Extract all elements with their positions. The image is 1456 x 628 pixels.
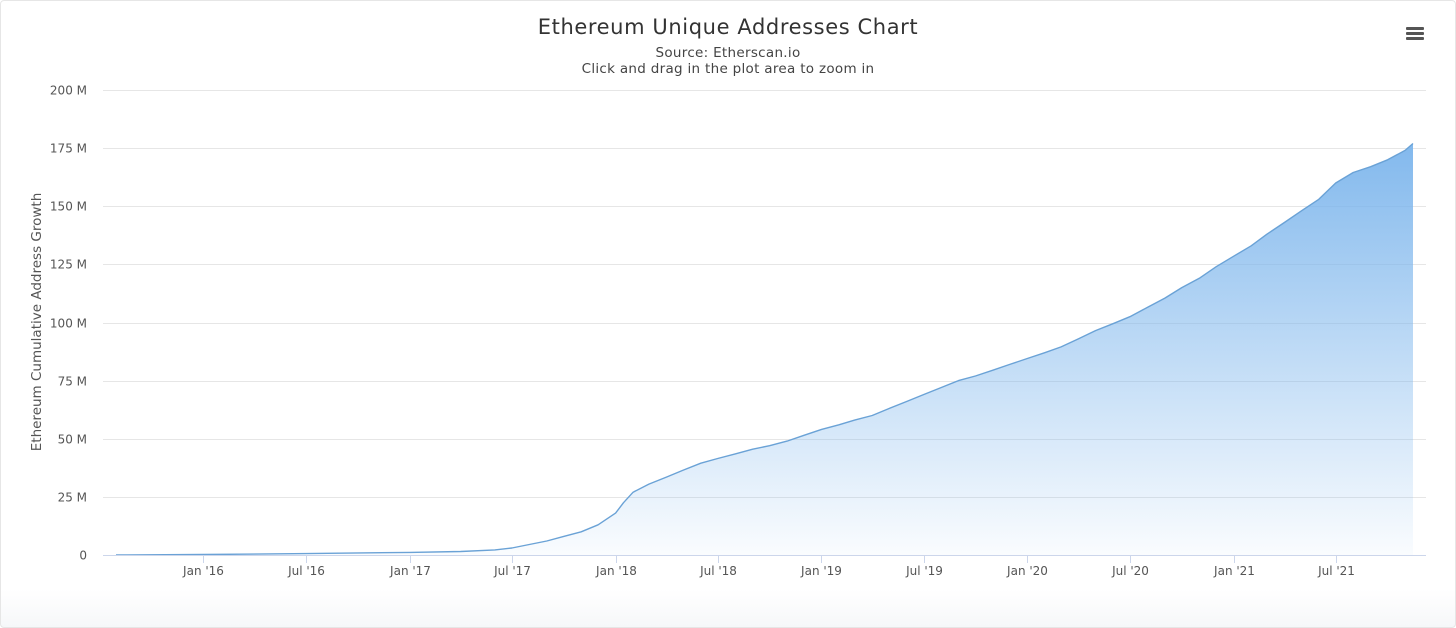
data-point[interactable] <box>1147 307 1148 308</box>
data-point[interactable] <box>804 435 805 436</box>
data-point[interactable] <box>1129 316 1130 317</box>
data-point[interactable] <box>409 552 410 553</box>
data-point[interactable] <box>975 376 976 377</box>
data-point[interactable] <box>717 458 718 459</box>
x-tick-label: Jul '17 <box>493 564 531 578</box>
data-point[interactable] <box>906 401 907 402</box>
data-point[interactable] <box>735 453 736 454</box>
data-point[interactable] <box>941 387 942 388</box>
data-point[interactable] <box>1113 323 1114 324</box>
y-axis: 0 25 M 50 M 75 M 100 M 125 M 150 M 175 M 200 M <box>50 84 87 563</box>
data-point[interactable] <box>1181 287 1182 288</box>
y-tick-label: 150 M <box>50 200 87 214</box>
y-tick-label: 75 M <box>58 375 87 389</box>
data-point[interactable] <box>752 449 753 450</box>
data-point[interactable] <box>1387 159 1388 160</box>
x-tick-label: Jan '17 <box>389 564 431 578</box>
data-point[interactable] <box>633 492 634 493</box>
data-point[interactable] <box>1164 298 1165 299</box>
data-point[interactable] <box>598 524 599 525</box>
y-tick-label: 50 M <box>58 433 87 447</box>
y-tick-label: 200 M <box>50 84 87 98</box>
data-point[interactable] <box>872 415 873 416</box>
x-tick-label: Jul '19 <box>905 564 943 578</box>
x-tick-label: Jan '16 <box>182 564 224 578</box>
data-point[interactable] <box>581 531 582 532</box>
data-point[interactable] <box>1251 245 1252 246</box>
data-point[interactable] <box>623 502 624 503</box>
data-point[interactable] <box>1370 166 1371 167</box>
data-point[interactable] <box>1009 364 1010 365</box>
x-tick-label: Jan '21 <box>1213 564 1255 578</box>
hamburger-menu-icon <box>1406 27 1424 30</box>
data-point[interactable] <box>1233 256 1234 257</box>
data-point[interactable] <box>683 470 684 471</box>
data-point[interactable] <box>460 551 461 552</box>
data-point[interactable] <box>1266 234 1267 235</box>
data-point[interactable] <box>838 424 839 425</box>
data-point[interactable] <box>992 370 993 371</box>
data-point[interactable] <box>1301 210 1302 211</box>
data-point[interactable] <box>666 477 667 478</box>
data-point[interactable] <box>700 463 701 464</box>
data-point[interactable] <box>1405 150 1406 151</box>
data-point[interactable] <box>529 544 530 545</box>
data-point[interactable] <box>1199 278 1200 279</box>
data-point[interactable] <box>1318 199 1319 200</box>
x-tick-label: Jul '18 <box>699 564 737 578</box>
data-point[interactable] <box>854 420 855 421</box>
data-point[interactable] <box>1353 172 1354 173</box>
data-point[interactable] <box>1078 338 1079 339</box>
zoom-hint: Click and drag in the plot area to zoom … <box>581 61 875 77</box>
y-tick-label: 25 M <box>58 491 87 505</box>
y-tick-label: 100 M <box>50 317 87 331</box>
data-point[interactable] <box>769 445 770 446</box>
plot-area[interactable] <box>115 142 1414 556</box>
data-point[interactable] <box>511 548 512 549</box>
data-point[interactable] <box>1335 183 1336 184</box>
x-tick-label: Jan '19 <box>800 564 842 578</box>
data-point[interactable] <box>563 536 564 537</box>
data-point[interactable] <box>1413 143 1414 144</box>
data-point[interactable] <box>821 429 822 430</box>
data-point[interactable] <box>615 513 616 514</box>
data-point[interactable] <box>1027 358 1028 359</box>
series-area[interactable] <box>116 143 1413 556</box>
data-point[interactable] <box>306 553 307 554</box>
data-point[interactable] <box>1061 346 1062 347</box>
data-point[interactable] <box>1044 352 1045 353</box>
chart-subtitle: Source: Etherscan.io <box>655 45 801 61</box>
data-point[interactable] <box>1216 266 1217 267</box>
data-point[interactable] <box>648 484 649 485</box>
data-point[interactable] <box>1284 222 1285 223</box>
y-tick-label: 175 M <box>50 142 87 156</box>
x-tick-label: Jul '20 <box>1111 564 1149 578</box>
data-point[interactable] <box>923 394 924 395</box>
chart-title: Ethereum Unique Addresses Chart <box>537 15 919 39</box>
data-point[interactable] <box>494 549 495 550</box>
data-point[interactable] <box>1095 330 1096 331</box>
x-tick-label: Jul '21 <box>1317 564 1355 578</box>
x-axis: Jan '16 Jul '16 Jan '17 Jul '17 Jan '18 Jul '… <box>103 555 1426 578</box>
data-point[interactable] <box>889 408 890 409</box>
x-tick-label: Jul '16 <box>287 564 325 578</box>
x-tick-label: Jan '20 <box>1006 564 1048 578</box>
data-point[interactable] <box>203 554 204 555</box>
data-point[interactable] <box>787 441 788 442</box>
data-point[interactable] <box>958 380 959 381</box>
y-tick-label: 0 <box>79 549 87 563</box>
data-point[interactable] <box>546 541 547 542</box>
context-menu-button[interactable] <box>1398 20 1432 48</box>
x-tick-label: Jan '18 <box>595 564 637 578</box>
series-line[interactable] <box>115 142 1414 556</box>
y-axis-title: Ethereum Cumulative Address Growth <box>29 193 45 452</box>
y-tick-label: 125 M <box>50 258 87 272</box>
